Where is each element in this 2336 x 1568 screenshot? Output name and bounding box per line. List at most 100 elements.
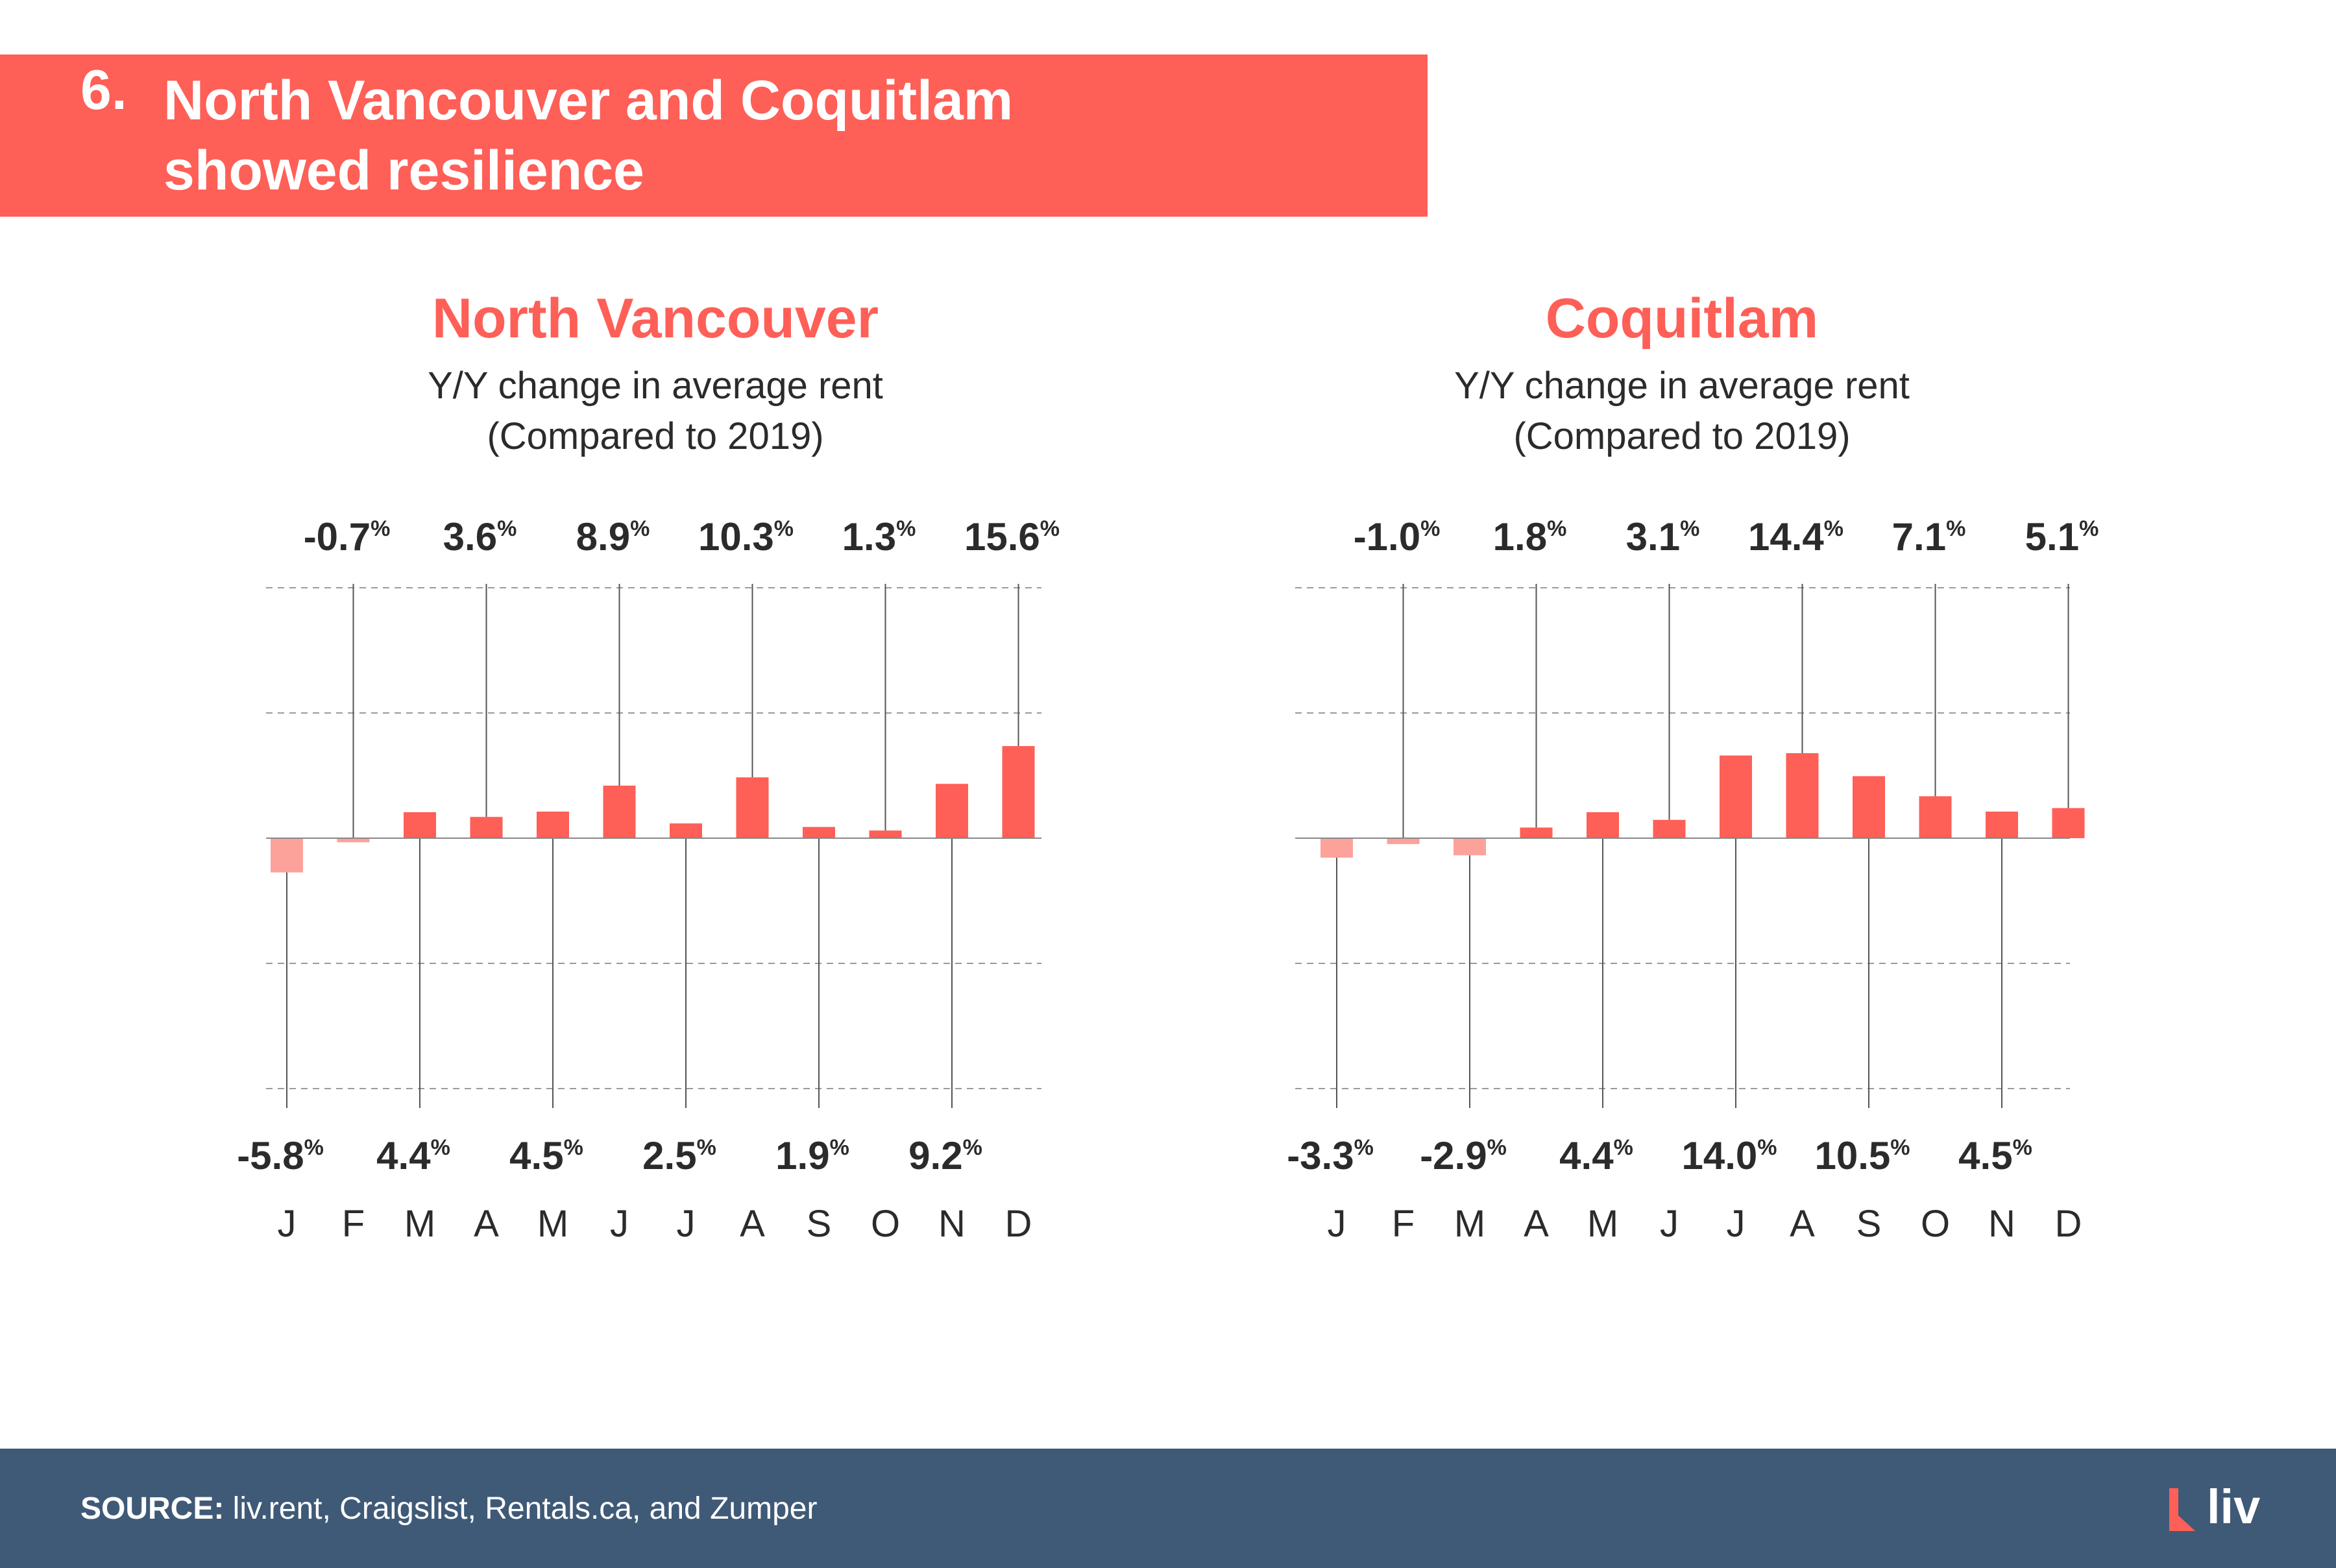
month-label: M bbox=[404, 1203, 435, 1245]
value-number: 1.3 bbox=[842, 515, 896, 559]
bar bbox=[2052, 808, 2085, 838]
value-number: 15.6 bbox=[964, 515, 1040, 559]
bar bbox=[1002, 746, 1035, 838]
bar bbox=[736, 777, 769, 838]
value-unit: % bbox=[1614, 1135, 1633, 1160]
value-number: 5.1 bbox=[2025, 515, 2079, 559]
value-label: -3.3% bbox=[1287, 1134, 1374, 1177]
source-note: SOURCE: liv.rent, Craigslist, Rentals.ca… bbox=[80, 1490, 817, 1528]
chart-subtitle-2: (Compared to 2019) bbox=[487, 415, 823, 457]
month-label: F bbox=[1392, 1203, 1415, 1245]
bar bbox=[1454, 838, 1486, 856]
bar bbox=[337, 838, 370, 843]
month-label: N bbox=[938, 1203, 966, 1245]
month-label: O bbox=[1921, 1203, 1950, 1245]
bar bbox=[404, 812, 436, 838]
bar bbox=[1520, 827, 1553, 838]
value-unit: % bbox=[431, 1135, 450, 1160]
page-title-line-1: North Vancouver and Coquitlam bbox=[164, 69, 1014, 132]
value-label: 9.2% bbox=[908, 1134, 982, 1177]
chart-title: Coquitlam bbox=[1546, 287, 1818, 350]
value-label: 3.1% bbox=[1626, 515, 1700, 559]
value-unit: % bbox=[1824, 516, 1843, 541]
charts-canvas: North Vancouver Y/Y change in average ren… bbox=[237, 287, 2099, 1245]
value-label: -1.0% bbox=[1354, 515, 1441, 559]
month-label: S bbox=[807, 1203, 832, 1245]
value-number: 9.2 bbox=[908, 1134, 962, 1177]
value-unit: % bbox=[497, 516, 517, 541]
source-label: SOURCE: bbox=[80, 1491, 225, 1526]
value-number: 4.5 bbox=[509, 1134, 563, 1177]
value-label: 4.5% bbox=[1958, 1134, 2032, 1177]
value-unit: % bbox=[697, 1135, 716, 1160]
month-label: M bbox=[537, 1203, 568, 1245]
month-label: F bbox=[342, 1203, 365, 1245]
value-number: 10.3 bbox=[698, 515, 774, 559]
month-label: A bbox=[1790, 1203, 1815, 1245]
value-unit: % bbox=[1040, 516, 1060, 541]
month-label: J bbox=[610, 1203, 629, 1245]
value-unit: % bbox=[830, 1135, 849, 1160]
month-label: O bbox=[871, 1203, 900, 1245]
value-unit: % bbox=[1757, 1135, 1777, 1160]
footer-bar bbox=[0, 1449, 2336, 1568]
chart-subtitle: Y/Y change in average rent bbox=[428, 365, 883, 407]
page-title-line-2: showed resilience bbox=[164, 139, 644, 202]
month-label: J bbox=[278, 1203, 297, 1245]
value-label: 1.8% bbox=[1493, 515, 1567, 559]
value-number: -2.9 bbox=[1420, 1134, 1487, 1177]
value-unit: % bbox=[774, 516, 794, 541]
chart-subtitle: Y/Y change in average rent bbox=[1454, 365, 1910, 407]
bar bbox=[1320, 838, 1353, 858]
value-label: -2.9% bbox=[1420, 1134, 1507, 1177]
bar bbox=[470, 817, 503, 838]
value-label: 3.6% bbox=[443, 515, 517, 559]
value-number: 3.1 bbox=[1626, 515, 1680, 559]
value-unit: % bbox=[2079, 516, 2099, 541]
value-unit: % bbox=[896, 516, 916, 541]
bar bbox=[271, 838, 303, 873]
value-number: 7.1 bbox=[1892, 515, 1946, 559]
value-unit: % bbox=[2013, 1135, 2032, 1160]
value-label: 1.3% bbox=[842, 515, 916, 559]
value-number: 10.5 bbox=[1814, 1134, 1890, 1177]
bar bbox=[1986, 812, 2018, 838]
value-number: 3.6 bbox=[443, 515, 497, 559]
bar bbox=[1786, 753, 1819, 838]
value-unit: % bbox=[1420, 516, 1440, 541]
value-label: 4.4% bbox=[1559, 1134, 1633, 1177]
value-number: 8.9 bbox=[576, 515, 630, 559]
value-number: -5.8 bbox=[237, 1134, 304, 1177]
bar bbox=[670, 823, 702, 838]
month-label: J bbox=[1660, 1203, 1679, 1245]
month-label: J bbox=[677, 1203, 696, 1245]
section-number: 6. bbox=[80, 59, 127, 121]
month-label: N bbox=[1988, 1203, 2015, 1245]
value-unit: % bbox=[564, 1135, 583, 1160]
value-number: 14.4 bbox=[1748, 515, 1824, 559]
value-number: -0.7 bbox=[304, 515, 371, 559]
bar bbox=[869, 830, 902, 838]
value-number: 4.4 bbox=[376, 1134, 431, 1177]
value-number: 14.0 bbox=[1681, 1134, 1757, 1177]
value-label: 5.1% bbox=[2025, 515, 2099, 559]
bar bbox=[1653, 819, 1686, 838]
month-label: D bbox=[1005, 1203, 1032, 1245]
month-label: J bbox=[1727, 1203, 1746, 1245]
title-banner bbox=[0, 54, 1428, 217]
value-number: 4.5 bbox=[1958, 1134, 2012, 1177]
month-label: A bbox=[1524, 1203, 1549, 1245]
value-number: -1.0 bbox=[1354, 515, 1420, 559]
value-label: 10.3% bbox=[698, 515, 794, 559]
value-label: 14.0% bbox=[1681, 1134, 1777, 1177]
month-label: S bbox=[1856, 1203, 1882, 1245]
value-unit: % bbox=[963, 1135, 982, 1160]
bar bbox=[1853, 776, 1885, 838]
bar bbox=[603, 786, 636, 838]
value-unit: % bbox=[1680, 516, 1699, 541]
chart-title: North Vancouver bbox=[432, 287, 879, 350]
value-label: 4.4% bbox=[376, 1134, 450, 1177]
value-number: 1.8 bbox=[1493, 515, 1547, 559]
liv-logo-icon bbox=[2169, 1488, 2195, 1531]
value-unit: % bbox=[1890, 1135, 1910, 1160]
